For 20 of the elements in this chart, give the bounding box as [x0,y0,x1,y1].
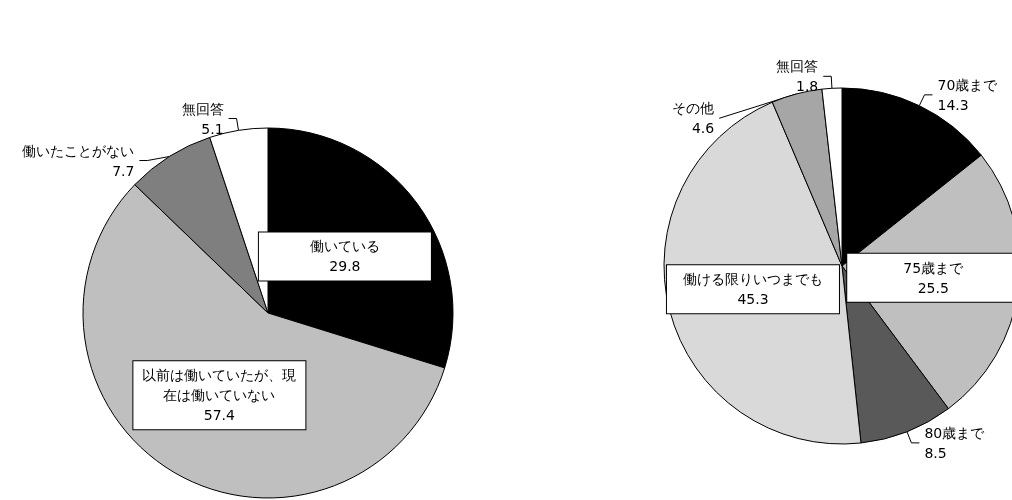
data-label: 4.6 [691,120,715,137]
data-label: 45.3 [737,291,769,308]
slice-label: 80歳まで [924,424,986,441]
data-label: 8.5 [924,444,947,461]
slice-label: 働いている [309,238,380,255]
slice-label: 以前は働いていたが、現在は働いていない [142,367,297,404]
data-label: 57.4 [203,407,236,424]
slice-label: 働ける限りいつまでも [682,271,823,288]
slice-label: その他 [672,100,715,117]
slice-label: 無回答 [776,58,819,75]
slice-label: 75歳まで [903,259,965,276]
slice-label: 無回答 [181,100,224,117]
data-label: 1.8 [796,78,819,95]
data-label: 7.7 [112,162,135,179]
slice-label: 働いたことがない [22,142,135,159]
data-label: 5.1 [201,120,224,137]
slice-label: 70歳まで [937,76,999,93]
data-label: 14.3 [937,96,969,113]
data-label: 29.8 [329,258,361,275]
data-label: 25.5 [917,279,949,296]
